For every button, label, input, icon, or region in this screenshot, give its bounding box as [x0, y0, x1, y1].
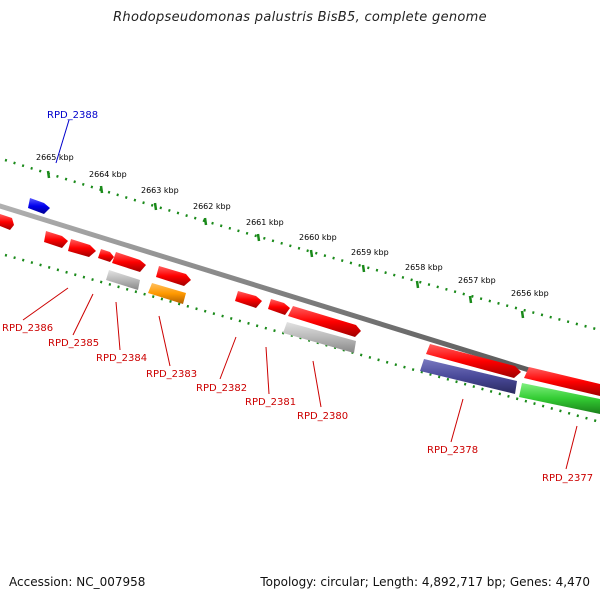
leader-rpd-2382 — [219, 336, 237, 380]
gene-forward[interactable] — [524, 367, 600, 396]
gene-label-rpd-2380[interactable]: RPD_2380 — [297, 411, 348, 422]
gene-label-rpd-2378[interactable]: RPD_2378 — [427, 445, 478, 456]
tick-label-2658: 2658 kbp — [405, 263, 443, 272]
leader-rpd-2385 — [72, 293, 94, 336]
leader-rpd-2380 — [312, 360, 322, 408]
gene-rpd-2388[interactable] — [28, 198, 50, 214]
major-tick — [153, 202, 158, 211]
leader-rpd-2383 — [158, 315, 171, 367]
leader-rpd-2386 — [22, 287, 69, 321]
gene-label-rpd-2384[interactable]: RPD_2384 — [96, 353, 147, 364]
gene-forward[interactable] — [268, 299, 290, 315]
gene-rpd-2380[interactable] — [283, 322, 356, 353]
major-tick — [520, 310, 525, 319]
gene-forward[interactable] — [98, 249, 114, 262]
gene-rpd-2384[interactable] — [106, 270, 140, 290]
major-ticks — [46, 170, 525, 319]
gene-forward[interactable] — [426, 344, 521, 378]
gene-label-rpd-2386[interactable]: RPD_2386 — [2, 323, 53, 334]
major-tick — [309, 249, 314, 258]
gene-rpd-2378[interactable] — [420, 359, 517, 394]
tick-label-2664: 2664 kbp — [89, 170, 127, 179]
genome-backbone — [0, 203, 600, 395]
tick-label-2661: 2661 kbp — [246, 218, 284, 227]
major-tick — [361, 264, 366, 273]
gene-label-rpd-2385[interactable]: RPD_2385 — [48, 338, 99, 349]
gene-labels: RPD_2388 RPD_2386 RPD_2385 RPD_2384 RPD_… — [2, 110, 593, 484]
tick-label-2663: 2663 kbp — [141, 186, 179, 195]
major-tick — [99, 185, 104, 194]
tick-label-2665: 2665 kbp — [36, 153, 74, 162]
gene-forward[interactable] — [156, 266, 191, 286]
tick-label-2662: 2662 kbp — [193, 202, 231, 211]
tick-labels: 2665 kbp 2664 kbp 2663 kbp 2662 kbp 2661… — [36, 153, 549, 298]
leader-rpd-2381 — [265, 346, 270, 395]
gene-forward[interactable] — [44, 231, 68, 248]
ruler-upper — [4, 158, 600, 332]
leader-rpd-2388 — [55, 119, 70, 164]
gene-label-rpd-2388[interactable]: RPD_2388 — [47, 110, 98, 121]
genome-title: Rhodopseudomonas palustris BisB5, comple… — [113, 10, 487, 25]
gene-label-rpd-2381[interactable]: RPD_2381 — [245, 397, 296, 408]
major-tick — [468, 295, 473, 304]
tick-label-2659: 2659 kbp — [351, 248, 389, 257]
gene-forward[interactable] — [288, 306, 361, 337]
gene-forward[interactable] — [235, 291, 262, 308]
tick-label-2657: 2657 kbp — [458, 276, 496, 285]
gene-label-rpd-2382[interactable]: RPD_2382 — [196, 383, 247, 394]
major-tick — [256, 233, 261, 242]
gene-label-rpd-2383[interactable]: RPD_2383 — [146, 369, 197, 380]
lower-genes — [106, 270, 600, 414]
tick-label-2656: 2656 kbp — [511, 289, 549, 298]
major-tick — [415, 280, 420, 289]
gene-forward[interactable] — [112, 252, 146, 272]
gene-rpd-2383[interactable] — [148, 283, 186, 304]
leader-rpd-2378 — [450, 398, 464, 443]
forward-genes — [0, 198, 600, 396]
leader-rpd-2377 — [565, 425, 578, 470]
gene-forward[interactable] — [68, 239, 96, 257]
gene-rpd-2377[interactable] — [519, 383, 600, 414]
leader-rpd-2384 — [115, 301, 121, 351]
gene-label-rpd-2377[interactable]: RPD_2377 — [542, 473, 593, 484]
major-tick — [46, 170, 51, 179]
tick-label-2660: 2660 kbp — [299, 233, 337, 242]
accession-text: Accession: NC_007958 — [9, 575, 146, 589]
gene-forward[interactable] — [0, 214, 14, 230]
leader-lines — [22, 119, 578, 470]
topology-text: Topology: circular; Length: 4,892,717 bp… — [260, 575, 590, 589]
major-tick — [203, 217, 208, 226]
